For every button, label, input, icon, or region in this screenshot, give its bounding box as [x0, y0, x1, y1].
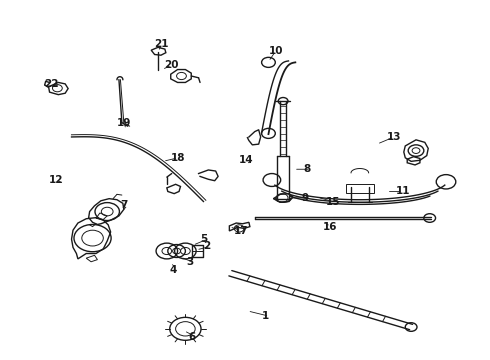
Text: 6: 6 [189, 332, 196, 342]
Text: 11: 11 [395, 186, 410, 197]
Text: 3: 3 [186, 257, 194, 267]
Text: 20: 20 [164, 60, 179, 70]
Text: 18: 18 [171, 153, 185, 163]
Text: 10: 10 [269, 46, 283, 56]
Text: 14: 14 [239, 155, 254, 165]
Text: 9: 9 [301, 193, 308, 203]
Text: 13: 13 [387, 132, 401, 142]
Text: 4: 4 [169, 265, 176, 275]
Text: 5: 5 [200, 234, 207, 244]
Text: 21: 21 [155, 40, 169, 49]
Text: 19: 19 [117, 118, 131, 128]
Text: 1: 1 [262, 311, 270, 321]
Text: 16: 16 [323, 222, 338, 231]
Text: 2: 2 [203, 241, 211, 251]
Text: 22: 22 [44, 79, 58, 89]
Text: 8: 8 [304, 164, 311, 174]
Text: 17: 17 [234, 226, 249, 236]
Text: 12: 12 [49, 175, 63, 185]
Text: 15: 15 [326, 197, 340, 207]
Text: 7: 7 [121, 200, 128, 210]
